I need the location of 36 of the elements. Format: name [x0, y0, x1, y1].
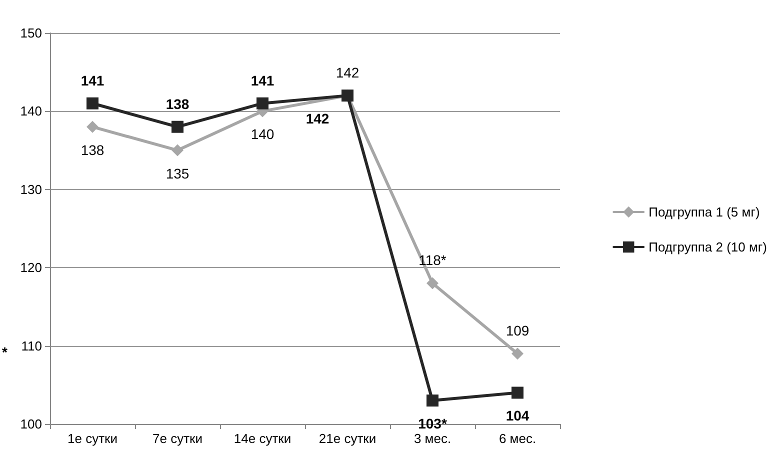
legend-label: Подгруппа 2 (10 мг): [648, 240, 768, 254]
point: [512, 348, 524, 360]
point: [256, 97, 268, 110]
y-tick-label: 130: [20, 182, 42, 197]
data-label: 142: [336, 64, 360, 81]
x-tick-label: 21е сутки: [318, 431, 376, 446]
y-tick-label: 120: [20, 260, 42, 276]
data-label: 140: [250, 126, 274, 142]
data-label: 135: [166, 165, 190, 182]
y-tick-label: 100: [20, 416, 42, 432]
point: [172, 120, 184, 133]
legend-label: Подгруппа 1 (5 мг): [648, 204, 760, 220]
data-label: 141: [80, 72, 104, 88]
data-label: 142: [306, 110, 330, 127]
data-label: 103*: [418, 416, 448, 432]
data-label: 138: [80, 142, 104, 158]
y-tick-label: 110: [21, 338, 42, 354]
point: [512, 386, 524, 399]
point: [426, 394, 438, 407]
point: [172, 144, 184, 156]
data-label: 138: [166, 96, 190, 112]
y-tick-label: 150: [20, 26, 42, 40]
text: *: [2, 344, 8, 360]
point: [86, 97, 98, 110]
x-tick-label: 6 мес.: [498, 431, 536, 446]
data-label: 118*: [418, 252, 447, 268]
point: [86, 120, 98, 133]
y-tick-label: 140: [20, 104, 42, 119]
point: [426, 277, 438, 290]
data-label: 141: [250, 72, 274, 88]
x-tick-label: 14е сутки: [234, 431, 292, 446]
x-tick-label: 1е сутки: [68, 431, 118, 446]
x-tick-label: 3 мес.: [414, 431, 452, 446]
data-label: 109: [506, 322, 530, 339]
data-label: 104: [506, 408, 530, 424]
x-tick-label: 7е сутки: [152, 431, 202, 446]
